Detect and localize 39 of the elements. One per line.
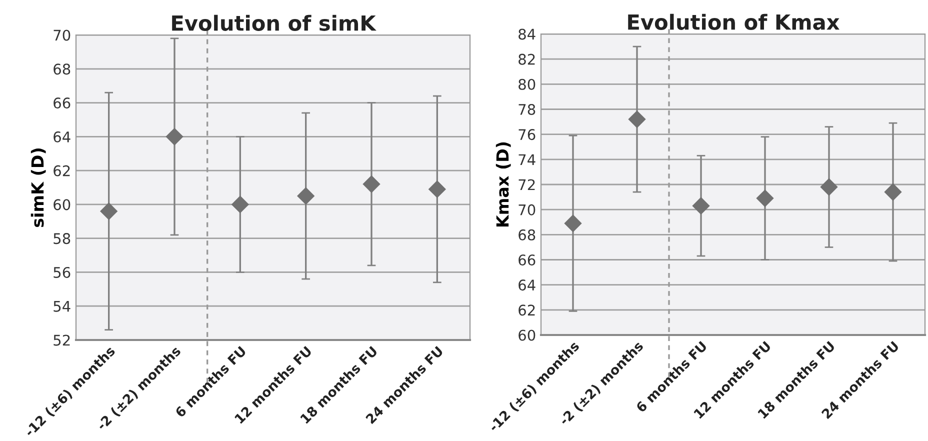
chart-title: Evolution of Kmax (628, 14, 840, 30)
point (756, 190, 774, 207)
point (166, 128, 184, 146)
y-tick-label: 78 (518, 104, 536, 115)
y-tick-label: 62 (518, 304, 535, 316)
point (297, 187, 314, 205)
y-axis-title: simK (D) (30, 148, 46, 228)
y-tick-label: 66 (518, 254, 536, 266)
point (564, 214, 582, 232)
y-tick-label: 58 (54, 233, 70, 244)
point (628, 110, 646, 128)
y-tick-label: 68 (518, 229, 536, 240)
y-tick-label: 68 (54, 64, 70, 75)
y-tick-label: 64 (54, 131, 70, 142)
point (232, 196, 249, 213)
y-tick-label: 62 (54, 165, 70, 176)
y-tick-label: 52 (54, 334, 70, 346)
y-tick-label: 60 (54, 199, 70, 210)
y-tick-label: 74 (518, 154, 536, 165)
point (428, 180, 446, 198)
y-tick-label: 60 (518, 330, 536, 341)
y-tick-label: 72 (518, 179, 535, 190)
point (820, 178, 838, 196)
y-tick-label: 70 (518, 204, 536, 216)
point (362, 176, 380, 193)
y-tick-label: 82 (518, 54, 535, 65)
y-tick-label: 84 (518, 28, 536, 40)
y-tick-label: 64 (518, 280, 536, 291)
y-tick-label: 54 (54, 301, 70, 312)
y-axis-title: Kmax (D) (496, 142, 511, 227)
y-tick-label: 80 (518, 78, 536, 90)
y-tick-label: 56 (54, 266, 70, 278)
point (692, 197, 710, 214)
point (884, 183, 902, 201)
y-tick-label: 76 (518, 129, 536, 140)
y-tick-label: 66 (54, 97, 70, 109)
y-tick-label: 70 (54, 30, 70, 41)
point (100, 202, 118, 220)
chart-title: Evolution of simK (172, 14, 376, 31)
